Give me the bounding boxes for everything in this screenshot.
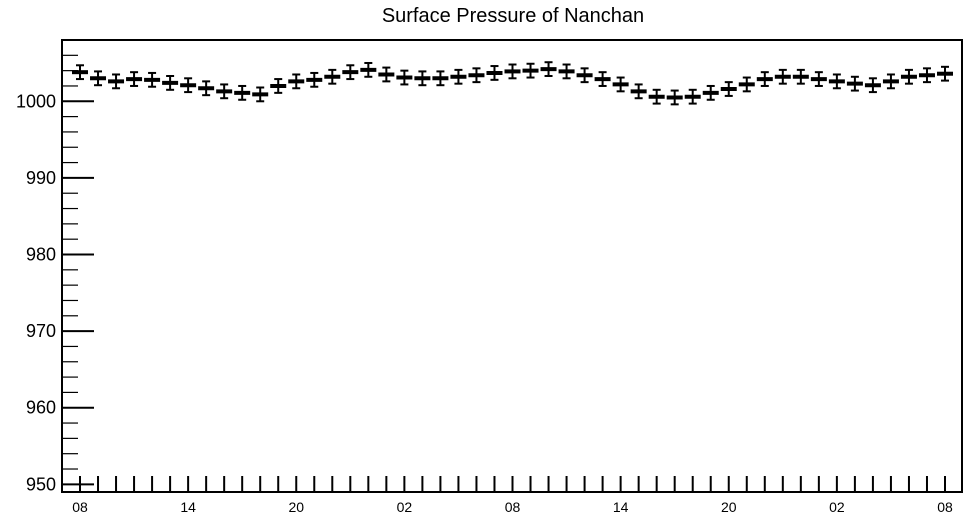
data-point <box>738 76 755 93</box>
y-tick-label: 970 <box>26 321 56 341</box>
data-point <box>486 65 503 81</box>
data-point <box>288 73 305 90</box>
data-point <box>937 65 953 82</box>
data-point <box>180 77 197 94</box>
y-axis: 950 960 970 980 990 1000 <box>16 54 94 494</box>
data-point <box>648 88 665 105</box>
data-point <box>396 69 413 86</box>
data-point <box>666 89 683 106</box>
data-point <box>450 68 467 85</box>
data-point <box>108 73 125 90</box>
data-point <box>72 64 88 81</box>
data-point <box>594 71 611 87</box>
data-point <box>918 67 935 84</box>
data-point <box>234 84 251 101</box>
data-point <box>828 73 845 90</box>
data-point <box>882 73 899 90</box>
data-point <box>342 64 359 81</box>
data-point <box>252 86 269 103</box>
data-point <box>756 71 773 87</box>
data-point <box>864 77 881 94</box>
data-point <box>576 67 593 84</box>
y-tick-label: 1000 <box>16 91 56 111</box>
data-point <box>558 63 575 80</box>
x-tick-label: 20 <box>288 499 304 515</box>
data-point <box>198 80 215 97</box>
data-point <box>360 61 377 78</box>
y-tick-label: 960 <box>26 398 56 418</box>
x-tick-label: 02 <box>829 499 845 515</box>
data-point <box>774 68 791 85</box>
x-tick-label: 08 <box>72 499 88 515</box>
data-point <box>324 68 341 85</box>
x-tick-label: 14 <box>180 499 196 515</box>
data-point <box>504 63 521 80</box>
x-axis: 08 14 20 02 08 14 20 02 08 <box>72 476 953 515</box>
x-tick-label: 02 <box>397 499 413 515</box>
data-point <box>432 70 449 87</box>
y-tick-label: 950 <box>26 474 56 494</box>
data-point <box>90 70 107 87</box>
data-point <box>522 62 539 79</box>
y-tick-label: 990 <box>26 168 56 188</box>
data-point <box>684 88 701 105</box>
x-tick-label: 08 <box>937 499 953 515</box>
x-tick-label: 08 <box>505 499 521 515</box>
data-point <box>702 84 719 101</box>
data-point <box>900 68 917 85</box>
data-point <box>810 71 827 87</box>
chart-title: Surface Pressure of Nanchan <box>382 5 644 27</box>
data-point <box>540 61 557 78</box>
y-tick-label: 980 <box>26 245 56 265</box>
data-point <box>378 66 395 83</box>
data-point <box>846 75 863 92</box>
data-point <box>306 71 323 88</box>
data-point <box>144 71 161 88</box>
data-point <box>612 76 629 93</box>
data-point <box>792 68 809 85</box>
data-point <box>468 67 485 84</box>
data-point <box>162 75 179 91</box>
data-point <box>216 83 233 100</box>
data-point <box>270 78 287 94</box>
data-points <box>72 61 953 106</box>
data-point <box>126 71 143 87</box>
data-point <box>630 83 647 100</box>
plot-frame <box>61 39 963 493</box>
x-tick-label: 14 <box>613 499 629 515</box>
data-point <box>414 70 431 87</box>
data-point <box>720 81 737 97</box>
x-tick-label: 20 <box>721 499 737 515</box>
